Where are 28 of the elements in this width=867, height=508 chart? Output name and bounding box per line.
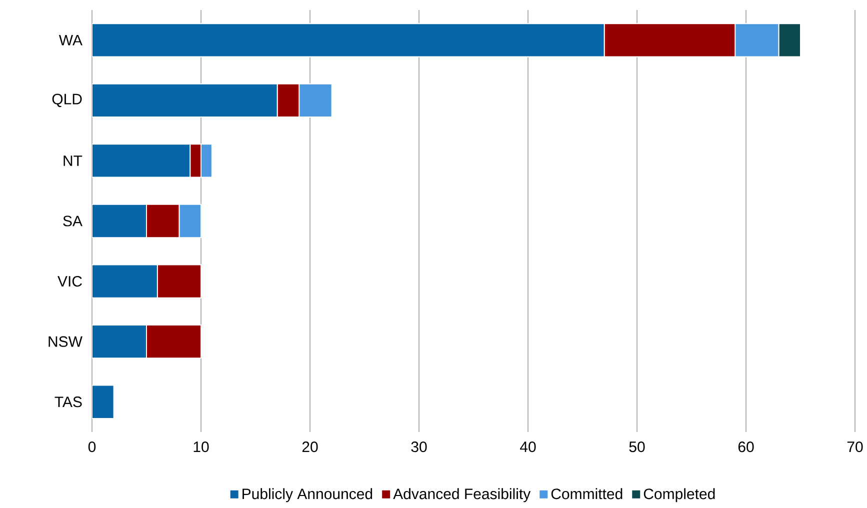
y-tick-label: SA bbox=[63, 216, 82, 226]
bar bbox=[156, 264, 202, 298]
legend-label: Committed bbox=[551, 488, 622, 500]
bar bbox=[92, 384, 114, 419]
y-tick-label: QLD bbox=[52, 94, 82, 108]
bar bbox=[92, 204, 147, 238]
y-tick-label: NT bbox=[64, 156, 82, 166]
x-tick-label: 20 bbox=[302, 442, 318, 452]
y-tick-label: VIC bbox=[58, 276, 82, 287]
legend-label: Advanced Feasibility bbox=[393, 488, 531, 502]
bar bbox=[92, 144, 191, 178]
y-tick-label: WA bbox=[58, 34, 82, 46]
bar bbox=[92, 83, 278, 118]
x-tick-label: 10 bbox=[194, 442, 209, 452]
bar bbox=[146, 324, 202, 359]
y-tick-label: TAS bbox=[54, 396, 82, 408]
y-tick-label: NSW bbox=[48, 336, 82, 347]
x-tick-label: 30 bbox=[411, 442, 427, 452]
x-tick-label: 0 bbox=[88, 442, 96, 452]
legend-label: Publicly Announced bbox=[242, 488, 372, 502]
x-tick-label: 70 bbox=[847, 442, 863, 452]
legend-label: Completed bbox=[644, 488, 715, 502]
bar bbox=[92, 264, 158, 298]
x-tick-label: 60 bbox=[738, 442, 754, 452]
x-tick-label: 50 bbox=[629, 442, 645, 452]
x-tick-label: 40 bbox=[520, 442, 536, 452]
bar bbox=[92, 324, 147, 359]
bar bbox=[92, 23, 605, 58]
